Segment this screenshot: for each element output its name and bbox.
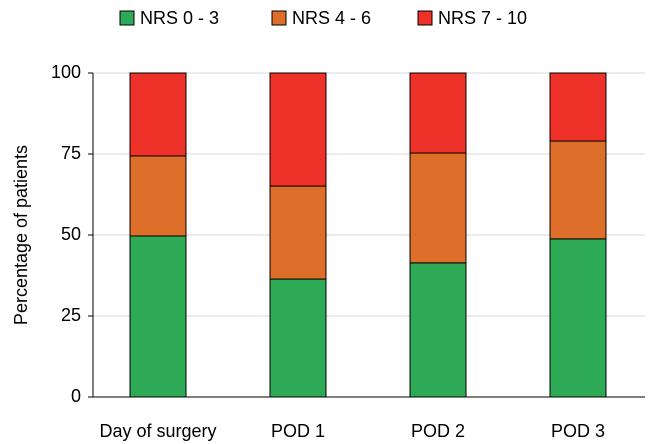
legend-label: NRS 0 - 3: [140, 8, 219, 28]
legend-label: NRS 4 - 6: [292, 8, 371, 28]
x-tick-label: POD 2: [411, 421, 465, 441]
bar-segment: [129, 72, 187, 157]
bar-segment: [549, 140, 607, 240]
y-tick-label: 0: [71, 386, 81, 406]
y-tick-label: 25: [61, 305, 81, 325]
x-tick-label: POD 1: [271, 421, 325, 441]
y-tick-label: 50: [61, 224, 81, 244]
bar-segment: [549, 238, 607, 398]
y-tick-label: 75: [61, 143, 81, 163]
bar-segment: [409, 262, 467, 398]
legend-label: NRS 7 - 10: [438, 8, 527, 28]
y-tick-label: 100: [51, 62, 81, 82]
bar-segment: [129, 155, 187, 237]
x-tick-label: POD 3: [551, 421, 605, 441]
bar-segment: [269, 72, 327, 187]
bar-segment: [549, 72, 607, 142]
legend-swatch: [119, 10, 135, 26]
x-tick-label: Day of surgery: [99, 421, 216, 441]
bar-segment: [269, 278, 327, 398]
y-axis-label: Percentage of patients: [11, 145, 31, 325]
legend-swatch: [417, 10, 433, 26]
bar-segment: [409, 152, 467, 264]
bar-segment: [129, 235, 187, 398]
legend-swatch: [271, 10, 287, 26]
bar-segment: [409, 72, 467, 154]
bar-segment: [269, 185, 327, 280]
